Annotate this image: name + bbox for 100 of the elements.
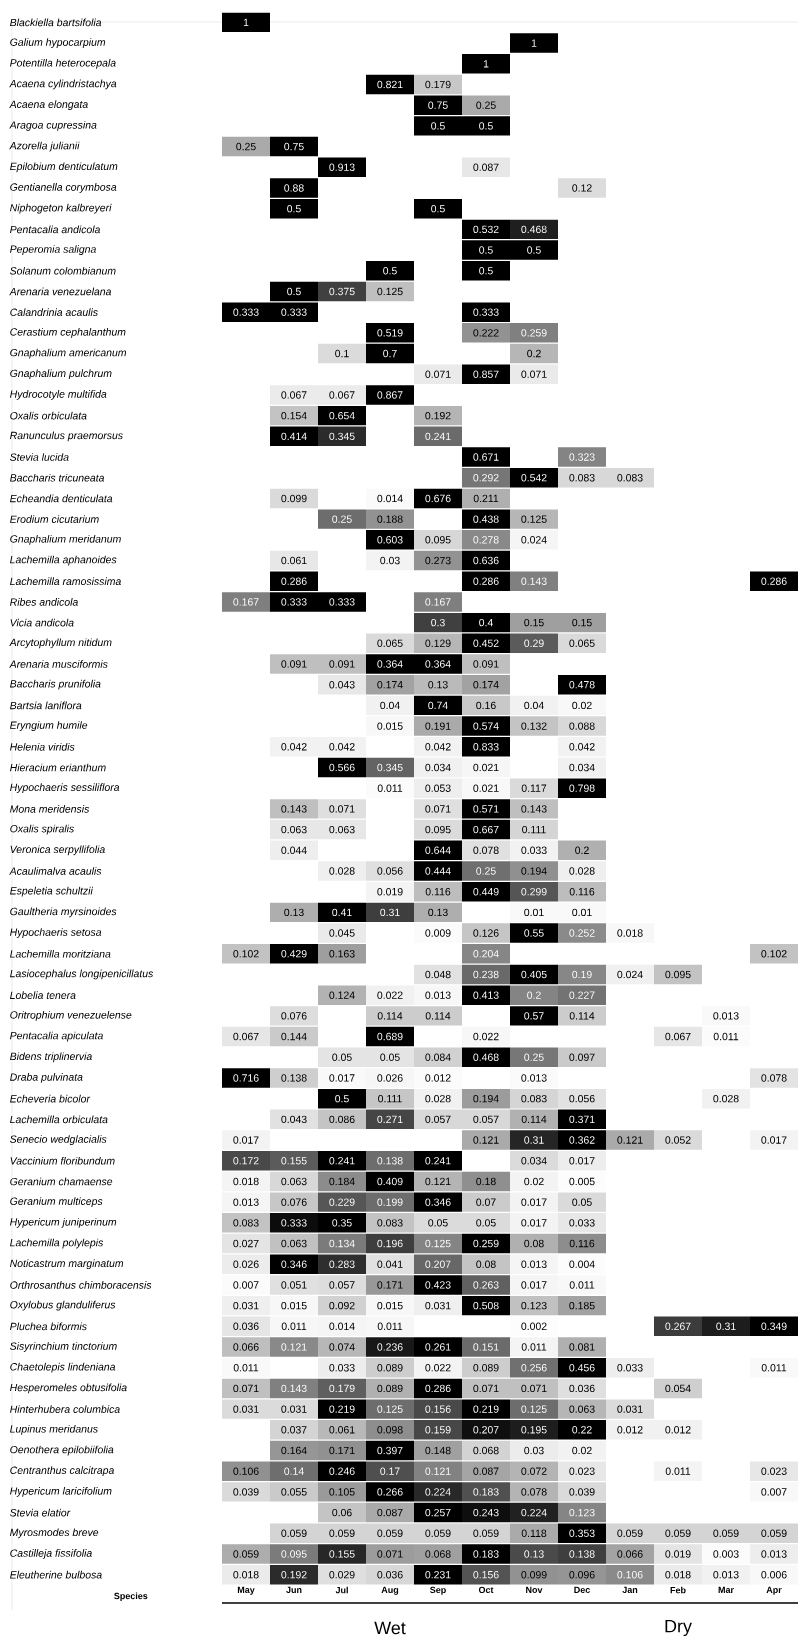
data-label: 0.043	[281, 1115, 307, 1124]
data-label: 0.241	[425, 1157, 451, 1165]
data-label: 0.155	[281, 1157, 307, 1165]
data-label: 0.099	[281, 494, 307, 503]
data-label: 0.194	[473, 1094, 499, 1103]
data-label: 0.5	[431, 204, 445, 213]
y-tick-label: Echeandia denticulata	[10, 494, 113, 503]
data-label: 0.231	[425, 1570, 451, 1579]
data-label: 0.222	[473, 329, 499, 337]
data-label: 0.267	[665, 1322, 691, 1331]
y-tick-label: Hieracium erianthum	[10, 763, 106, 772]
data-label: 0.017	[569, 1157, 595, 1165]
data-label: 0.011	[761, 1364, 787, 1372]
data-label: 0.083	[521, 1094, 547, 1103]
data-label: 0.566	[329, 763, 355, 772]
data-label: 0.299	[521, 887, 547, 896]
data-label: 0.071	[425, 370, 451, 378]
data-label: 0.156	[473, 1570, 499, 1579]
data-label: 0.059	[233, 1550, 259, 1558]
data-label: 0.088	[569, 722, 595, 730]
data-label: 0.913	[329, 163, 355, 171]
data-label: 0.13	[428, 908, 448, 917]
data-label: 0.02	[524, 1177, 544, 1186]
y-tick-label: Veronica serpyllifolia	[10, 845, 105, 856]
data-label: 0.081	[569, 1343, 595, 1351]
y-tick-label: Cerastium cephalanthum	[10, 327, 126, 338]
data-label: 0.042	[425, 743, 451, 751]
data-label: 0.071	[425, 805, 451, 813]
data-label: 0.095	[665, 970, 691, 979]
data-label: 0.118	[521, 1529, 547, 1537]
data-label: 0.57	[524, 1012, 544, 1020]
data-label: 0.716	[233, 1074, 259, 1082]
data-label: 0.037	[281, 1426, 307, 1434]
data-label: 0.138	[281, 1074, 307, 1082]
data-label: 1	[531, 39, 537, 47]
y-tick-label: Solanum colombianum	[9, 266, 116, 275]
data-label: 0.5	[287, 287, 301, 296]
data-label: 0.243	[473, 1508, 499, 1517]
data-label: 0.083	[569, 474, 595, 482]
data-label: 0.072	[521, 1467, 547, 1475]
data-label: 0.034	[425, 763, 451, 772]
data-label: 0.009	[425, 929, 451, 937]
data-label: 0.028	[713, 1094, 739, 1103]
data-label: 0.087	[473, 163, 499, 171]
data-label: 0.084	[425, 1053, 451, 1061]
data-label: 0.048	[425, 970, 451, 979]
data-label: 0.007	[761, 1488, 787, 1496]
data-label: 0.35	[332, 1219, 352, 1227]
data-label: 0.143	[281, 805, 307, 813]
data-label: 0.024	[521, 536, 547, 544]
data-label: 0.059	[377, 1529, 403, 1537]
data-label: 0.034	[521, 1157, 547, 1165]
data-label: 0.574	[473, 722, 499, 730]
data-label: 0.045	[329, 929, 355, 937]
data-label: 0.043	[329, 681, 355, 689]
data-label: 0.25	[332, 515, 352, 523]
y-tick-label: Hypericum juniperinum	[10, 1217, 117, 1228]
data-label: 0.29	[524, 639, 544, 648]
data-label: 0.31	[524, 1136, 544, 1144]
data-label: 0.022	[473, 1032, 499, 1041]
data-label: 0.333	[281, 598, 307, 606]
data-label: 0.468	[521, 225, 547, 234]
y-tick-label: Azorella julianii	[9, 141, 80, 152]
data-label: 0.03	[380, 556, 400, 565]
y-tick-label: Castilleja fissifolia	[10, 1549, 92, 1559]
data-label: 0.478	[569, 681, 595, 689]
data-label: 0.346	[281, 1260, 307, 1268]
data-label: 0.452	[473, 639, 499, 648]
data-label: 0.7	[383, 349, 397, 358]
data-label: 0.017	[233, 1136, 259, 1144]
y-tick-label: Oxylobus glanduliferus	[10, 1300, 116, 1311]
data-label: 0.151	[473, 1343, 499, 1351]
data-label: 0.4	[479, 618, 493, 627]
data-label: 0.068	[473, 1446, 499, 1455]
data-label: 0.033	[617, 1364, 643, 1372]
data-label: 0.031	[425, 1301, 451, 1310]
x-tick-label: Jan	[622, 1586, 638, 1593]
y-tick-label: Orthrosanthus chimboracensis	[10, 1281, 152, 1289]
data-label: 0.017	[329, 1074, 355, 1082]
data-label: 0.25	[236, 142, 256, 151]
y-tick-label: Eleutherine bulbosa	[10, 1570, 102, 1579]
data-label: 0.067	[281, 391, 307, 399]
data-label: 0.05	[380, 1053, 400, 1061]
data-label: 0.259	[521, 329, 547, 337]
data-label: 0.31	[716, 1322, 736, 1331]
data-label: 0.15	[572, 618, 592, 627]
data-label: 0.519	[377, 329, 403, 337]
data-label: 0.25	[524, 1053, 544, 1061]
data-label: 0.429	[281, 950, 307, 958]
data-label: 0.353	[569, 1529, 595, 1537]
data-label: 0.114	[521, 1115, 547, 1124]
data-label: 0.065	[569, 639, 595, 648]
data-label: 0.129	[425, 639, 451, 648]
data-label: 0.571	[473, 805, 499, 813]
data-label: 0.01	[524, 908, 544, 917]
data-label: 0.011	[281, 1322, 307, 1331]
data-label: 0.159	[425, 1426, 451, 1434]
data-label: 0.857	[473, 370, 499, 378]
data-label: 0.229	[329, 1198, 355, 1206]
data-label: 0.071	[233, 1384, 259, 1393]
